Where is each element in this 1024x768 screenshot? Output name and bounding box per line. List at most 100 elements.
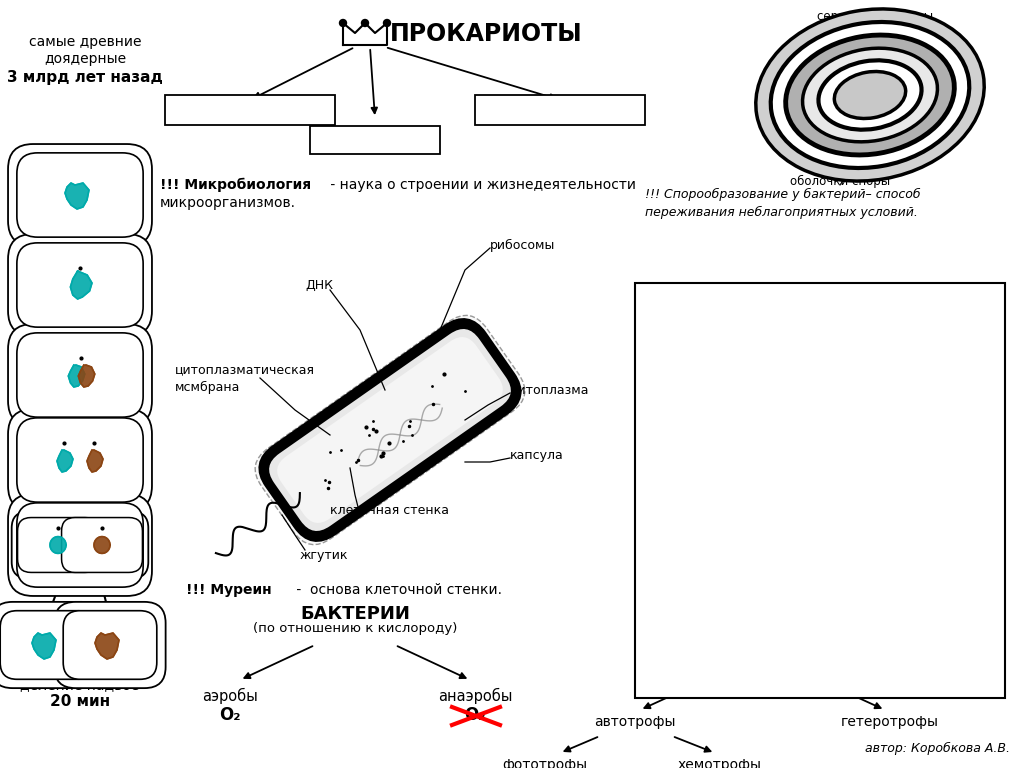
- Text: переживания неблагоприятных условий.: переживания неблагоприятных условий.: [645, 206, 918, 219]
- Text: жгутик: жгутик: [300, 548, 348, 561]
- Text: анаэробы: анаэробы: [438, 688, 512, 704]
- Circle shape: [711, 379, 729, 397]
- Circle shape: [685, 365, 703, 383]
- Text: хемотрофы: хемотрофы: [678, 758, 762, 768]
- FancyBboxPatch shape: [8, 494, 152, 596]
- Text: 3 млрд лет назад: 3 млрд лет назад: [7, 70, 163, 85]
- Text: -  основа клеточной стенки.: - основа клеточной стенки.: [292, 583, 502, 597]
- Text: кокки: кокки: [826, 388, 863, 401]
- Circle shape: [913, 433, 931, 451]
- FancyBboxPatch shape: [855, 493, 895, 547]
- Text: автор: Коробкова А.В.: автор: Коробкова А.В.: [865, 742, 1010, 755]
- Circle shape: [839, 361, 857, 379]
- Circle shape: [841, 326, 859, 344]
- Text: БАКТЕРИИ: БАКТЕРИИ: [706, 640, 815, 658]
- Circle shape: [695, 369, 713, 387]
- Ellipse shape: [803, 48, 937, 142]
- Text: гетеротрофы: гетеротрофы: [841, 715, 939, 729]
- Circle shape: [823, 331, 841, 349]
- FancyBboxPatch shape: [8, 234, 152, 336]
- Circle shape: [851, 351, 869, 369]
- FancyBboxPatch shape: [310, 126, 440, 154]
- Circle shape: [691, 356, 709, 374]
- Circle shape: [901, 441, 919, 459]
- FancyBboxPatch shape: [8, 144, 152, 246]
- FancyBboxPatch shape: [0, 611, 94, 680]
- Polygon shape: [94, 537, 110, 554]
- Polygon shape: [32, 633, 56, 659]
- Text: мсмбрана: мсмбрана: [175, 380, 241, 393]
- Text: деление надвое: деление надвое: [20, 678, 139, 692]
- Ellipse shape: [785, 35, 954, 155]
- FancyBboxPatch shape: [882, 508, 919, 561]
- Ellipse shape: [818, 61, 922, 130]
- Ellipse shape: [756, 9, 984, 181]
- Text: бациллы: бациллы: [862, 568, 918, 581]
- FancyBboxPatch shape: [263, 323, 517, 537]
- Text: спириллы: спириллы: [739, 612, 801, 625]
- Circle shape: [683, 343, 701, 361]
- Circle shape: [871, 441, 889, 459]
- Text: самые древние: самые древние: [29, 35, 141, 49]
- Text: БАКТЕРИИ: БАКТЕРИИ: [300, 605, 410, 623]
- Polygon shape: [57, 450, 73, 472]
- FancyBboxPatch shape: [278, 337, 503, 523]
- Circle shape: [701, 381, 719, 399]
- Text: ДНК: ДНК: [305, 279, 333, 292]
- FancyBboxPatch shape: [55, 511, 148, 578]
- Text: Настоящие бактерии: Настоящие бактерии: [172, 103, 328, 117]
- Circle shape: [384, 19, 390, 27]
- Text: доядерные: доядерные: [44, 52, 126, 66]
- Polygon shape: [71, 271, 92, 299]
- Text: !!! Муреин: !!! Муреин: [186, 583, 271, 597]
- FancyBboxPatch shape: [63, 611, 157, 680]
- Circle shape: [715, 367, 733, 385]
- Text: капсула: капсула: [510, 449, 564, 462]
- Circle shape: [723, 343, 741, 361]
- Text: оболочки споры: оболочки споры: [790, 175, 890, 188]
- FancyBboxPatch shape: [635, 283, 1005, 697]
- FancyBboxPatch shape: [11, 511, 104, 578]
- Text: Формы бактерий: Формы бактерий: [744, 620, 895, 636]
- Circle shape: [887, 445, 905, 463]
- Text: (по отношению к кислороду): (по отношению к кислороду): [253, 622, 457, 635]
- Ellipse shape: [835, 71, 905, 118]
- FancyBboxPatch shape: [16, 243, 143, 327]
- FancyBboxPatch shape: [8, 409, 152, 511]
- Ellipse shape: [771, 22, 970, 168]
- Circle shape: [856, 336, 874, 354]
- Polygon shape: [87, 450, 103, 472]
- FancyBboxPatch shape: [475, 95, 645, 125]
- Circle shape: [703, 341, 721, 359]
- FancyBboxPatch shape: [8, 324, 152, 426]
- Polygon shape: [50, 537, 66, 554]
- Text: рибосомы: рибосомы: [490, 238, 555, 252]
- Text: Оксифотобактерии: Оксифотобактерии: [488, 103, 631, 117]
- Text: вибрионы: вибрионы: [679, 512, 740, 525]
- FancyBboxPatch shape: [267, 327, 513, 533]
- Polygon shape: [65, 183, 89, 209]
- FancyBboxPatch shape: [0, 602, 102, 688]
- Circle shape: [721, 353, 739, 371]
- Circle shape: [711, 356, 729, 374]
- Text: О₂: О₂: [219, 706, 241, 724]
- Circle shape: [923, 423, 941, 441]
- Text: цитоплазматическая: цитоплазматическая: [175, 363, 315, 376]
- Polygon shape: [69, 365, 85, 387]
- Circle shape: [705, 369, 723, 387]
- Polygon shape: [78, 365, 95, 387]
- FancyBboxPatch shape: [16, 503, 143, 588]
- Circle shape: [681, 353, 699, 371]
- Circle shape: [826, 346, 844, 364]
- FancyBboxPatch shape: [165, 95, 335, 125]
- Text: автотрофы: автотрофы: [594, 715, 676, 729]
- Text: Архебактерии: Архебактерии: [323, 133, 427, 147]
- Text: 20 мин: 20 мин: [50, 694, 110, 709]
- Text: стрептококки: стрептококки: [871, 468, 958, 481]
- Polygon shape: [343, 23, 387, 45]
- FancyBboxPatch shape: [17, 518, 98, 572]
- FancyBboxPatch shape: [61, 518, 142, 572]
- Circle shape: [693, 339, 711, 357]
- Circle shape: [691, 379, 709, 397]
- FancyBboxPatch shape: [16, 153, 143, 237]
